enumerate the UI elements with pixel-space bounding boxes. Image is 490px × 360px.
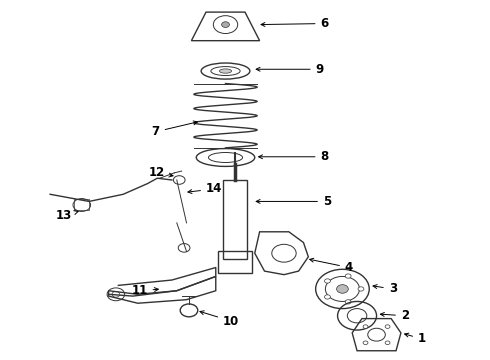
Circle shape (385, 341, 390, 345)
Circle shape (345, 274, 351, 278)
Circle shape (337, 285, 348, 293)
Circle shape (324, 279, 330, 283)
Text: 1: 1 (405, 333, 426, 346)
Circle shape (358, 287, 364, 291)
Circle shape (363, 341, 368, 345)
Text: 11: 11 (131, 284, 158, 297)
Ellipse shape (220, 69, 232, 73)
Text: 4: 4 (310, 258, 353, 274)
Text: 2: 2 (380, 309, 409, 322)
Circle shape (385, 325, 390, 328)
Circle shape (363, 325, 368, 328)
Text: 5: 5 (256, 195, 331, 208)
Text: 13: 13 (56, 209, 78, 222)
Circle shape (345, 300, 351, 304)
Circle shape (221, 22, 229, 27)
Text: 14: 14 (188, 183, 222, 195)
Bar (74, 199, 89, 210)
Circle shape (368, 328, 385, 341)
Text: 9: 9 (256, 63, 324, 76)
Text: 10: 10 (200, 311, 239, 328)
Bar (218, 251, 252, 273)
Text: 3: 3 (373, 283, 397, 296)
Text: 6: 6 (261, 17, 329, 30)
Bar (223, 180, 247, 258)
Text: 12: 12 (148, 166, 173, 179)
Text: 7: 7 (151, 121, 197, 138)
Text: 8: 8 (259, 150, 329, 163)
Circle shape (324, 295, 330, 299)
